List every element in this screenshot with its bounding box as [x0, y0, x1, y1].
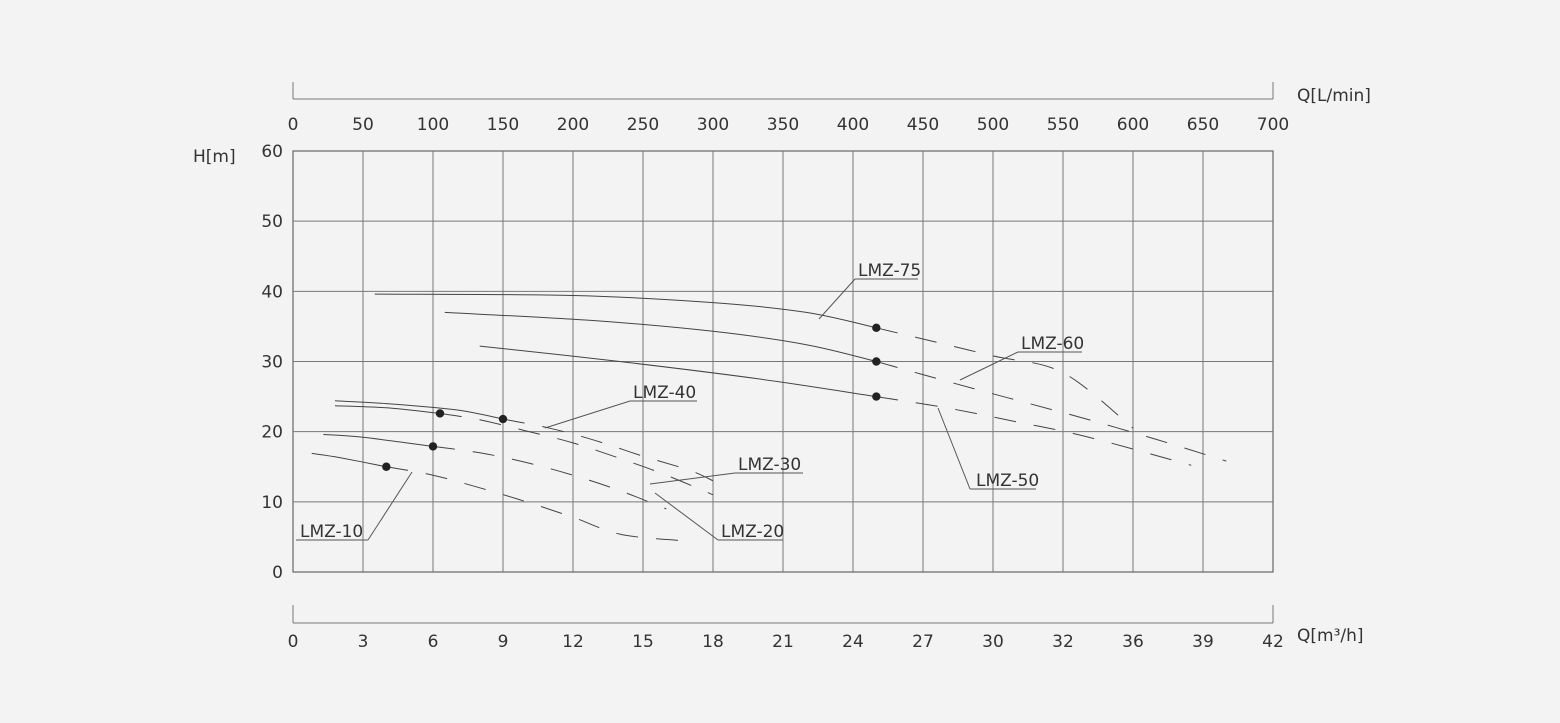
top-tick-label: 50 [352, 115, 374, 135]
top-tick-label: 300 [697, 115, 729, 135]
bottom-tick-label: 6 [428, 632, 439, 652]
lmz-30-end-point [435, 409, 445, 418]
lmz-20-extension-dashed [432, 445, 667, 510]
lmz-20-label: LMZ-20 [721, 522, 784, 542]
lmz-40-end-point [498, 414, 508, 424]
top-tick-label: 200 [557, 115, 589, 135]
plot-grid: 0 10 20 30 40 50 60 [261, 142, 1274, 583]
y-tick-label: 60 [261, 142, 283, 162]
bottom-tick-label: 42 [1262, 632, 1284, 652]
bottom-tick-label: 12 [562, 632, 584, 652]
bottom-tick-label: 27 [912, 632, 934, 652]
y-tick-label: 10 [261, 493, 283, 513]
bottom-tick-label: 15 [632, 632, 654, 652]
top-tick-label: 150 [487, 115, 519, 135]
bottom-tick-label: 3 [358, 632, 369, 652]
top-tick-label: 0 [288, 115, 299, 135]
top-tick-label: 500 [977, 115, 1009, 135]
lmz-60-label: LMZ-60 [1021, 334, 1084, 354]
top-x-axis-label: Q[L/min] [1297, 86, 1371, 106]
lmz-75-label: LMZ-75 [858, 261, 921, 281]
lmz-50-label: LMZ-50 [976, 471, 1039, 491]
y-tick-label: 30 [261, 353, 283, 373]
top-axis: 0 50 100 150 200 250 300 350 400 450 500 550 600 650 7… [288, 82, 1289, 135]
lmz-30-extension-dashed [439, 412, 714, 496]
lmz-10-extension-dashed [386, 466, 679, 541]
lmz-10-curve [311, 452, 387, 468]
lmz-10-end-point [382, 462, 391, 471]
top-tick-label: 250 [627, 115, 659, 135]
bottom-tick-label: 21 [772, 632, 794, 652]
lmz-40-label: LMZ-40 [633, 383, 696, 403]
lmz-50-leader-line [937, 407, 971, 490]
lmz-30-curve [334, 405, 441, 414]
pump-curves [311, 293, 1227, 541]
bottom-tick-label: 30 [982, 632, 1004, 652]
lmz-60-curve [444, 311, 877, 362]
bottom-tick-label: 0 [288, 632, 299, 652]
top-tick-label: 700 [1257, 115, 1289, 135]
lmz-60-extension-dashed [876, 361, 1227, 462]
bottom-tick-label: 36 [1122, 632, 1144, 652]
lmz-50-curve [479, 345, 877, 398]
lmz-50-end-point [872, 392, 881, 401]
lmz-40-leader-line [544, 400, 631, 429]
lmz-20-end-point [428, 442, 438, 451]
lmz-75-end-point [872, 323, 881, 333]
lmz-75-leader-line [818, 278, 856, 320]
bottom-tick-label: 24 [842, 632, 864, 652]
bottom-tick-label: 32 [1052, 632, 1074, 652]
lmz-50-extension-dashed [876, 396, 1192, 466]
lmz-40-extension-dashed [502, 418, 714, 482]
lmz-20-leader-line [654, 492, 719, 541]
bottom-tick-label: 9 [498, 632, 509, 652]
lmz-10-leader-line [367, 471, 413, 541]
lmz-40-curve [334, 400, 504, 420]
lmz-20-curve [323, 434, 434, 447]
bottom-axis: 0 3 6 9 12 15 18 21 24 27 30 32 36 39 42 [288, 605, 1284, 652]
y-tick-label: 50 [261, 212, 283, 232]
curve-labels: LMZ-75 LMZ-60 LMZ-50 LMZ-40 LMZ-30 LMZ-20 LMZ-… [296, 261, 1084, 542]
lmz-10-label: LMZ-10 [300, 522, 363, 542]
bottom-tick-label: 18 [702, 632, 724, 652]
top-tick-label: 550 [1047, 115, 1079, 135]
y-tick-label: 20 [261, 423, 283, 443]
top-tick-label: 350 [767, 115, 799, 135]
y-tick-label: 40 [261, 282, 283, 302]
lmz-75-extension-dashed [876, 327, 1134, 429]
lmz-60-leader-line [959, 351, 1019, 381]
top-tick-label: 600 [1117, 115, 1149, 135]
y-tick-label: 0 [272, 563, 283, 583]
top-tick-label: 450 [907, 115, 939, 135]
bottom-x-axis-label: Q[m³/h] [1297, 626, 1364, 646]
y-axis-label: H[m] [193, 147, 236, 167]
lmz-30-leader-line [649, 472, 736, 485]
lmz-75-curve [374, 293, 877, 329]
lmz-60-end-point [872, 357, 881, 366]
bottom-tick-label: 39 [1192, 632, 1214, 652]
lmz-30-label: LMZ-30 [738, 455, 801, 475]
top-tick-label: 100 [417, 115, 449, 135]
top-tick-label: 650 [1187, 115, 1219, 135]
top-tick-label: 400 [837, 115, 869, 135]
